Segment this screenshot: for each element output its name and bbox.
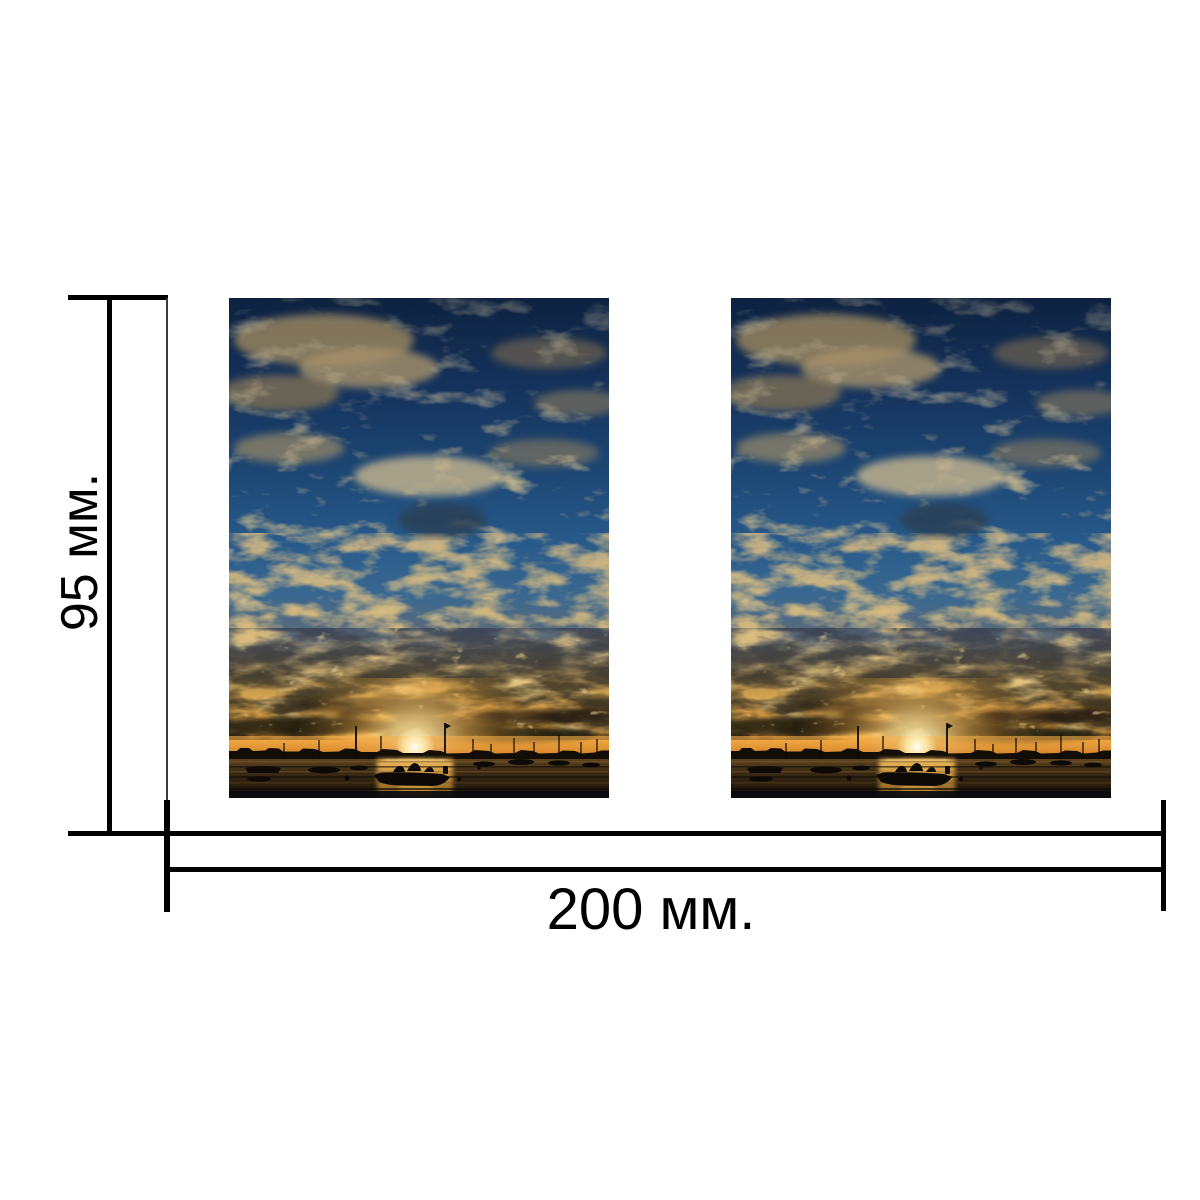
left-extension-line [166, 298, 168, 802]
height-dimension-label: 95 мм. [51, 472, 109, 632]
width-dimension-label: 200 мм. [546, 877, 756, 942]
width-dimension-line [165, 867, 1166, 872]
width-dimension-right-tick [1161, 800, 1166, 911]
sunset-harbor-photo-right [731, 298, 1111, 798]
height-dimension-top-tick [68, 295, 168, 300]
width-dimension-left-tick [164, 800, 170, 912]
base-extension-line [68, 831, 1166, 836]
sunset-harbor-photo-left [229, 298, 609, 798]
height-dimension-line [107, 295, 112, 836]
